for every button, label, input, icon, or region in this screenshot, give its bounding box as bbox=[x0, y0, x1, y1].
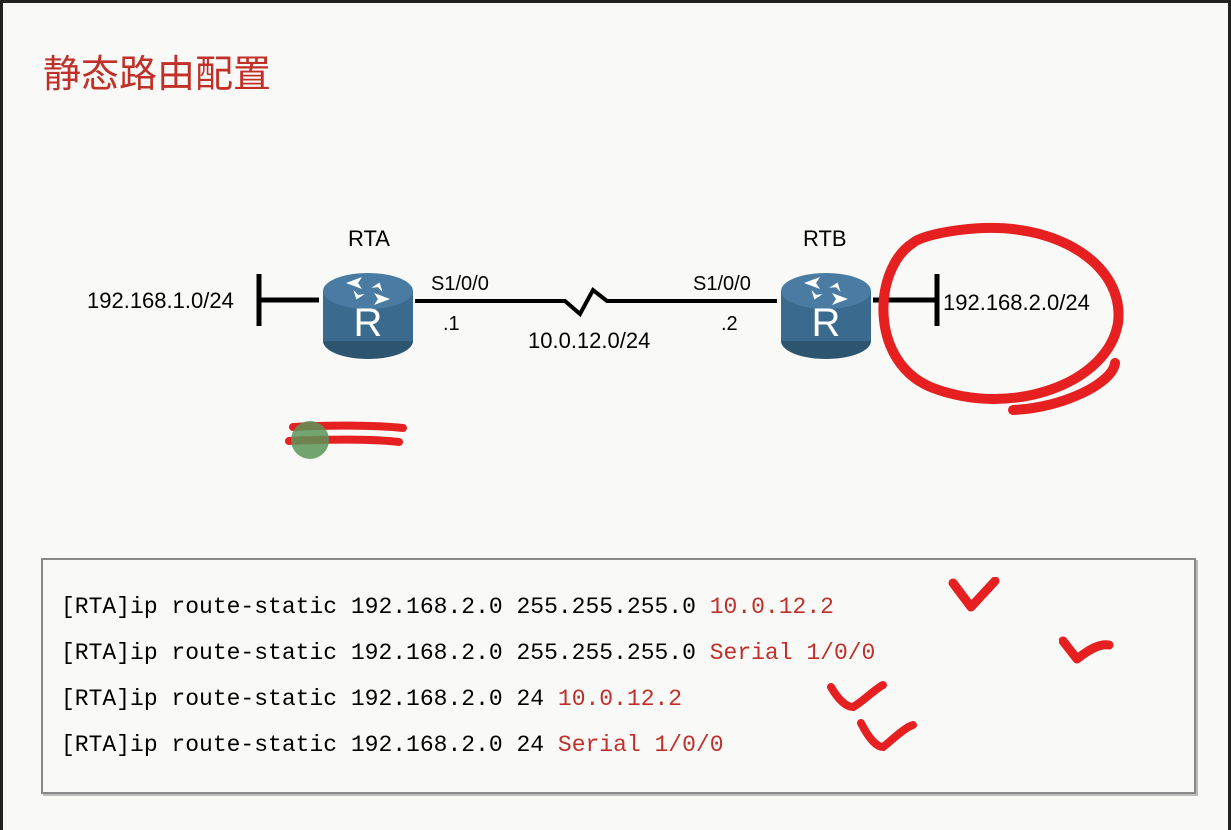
middle-network-label: 10.0.12.0/24 bbox=[528, 328, 650, 354]
router-a-label: RTA bbox=[348, 226, 390, 252]
rtb-interface: S1/0/0 bbox=[693, 273, 751, 296]
code-highlight: 10.0.12.2 bbox=[710, 594, 834, 620]
left-network-label: 192.168.1.0/24 bbox=[87, 288, 234, 314]
code-text: [RTA]ip route-static 192.168.2.0 24 bbox=[61, 686, 558, 712]
code-text: [RTA]ip route-static 192.168.2.0 24 bbox=[61, 732, 558, 758]
svg-text:R: R bbox=[354, 301, 383, 345]
checkmark-icon bbox=[1059, 631, 1114, 673]
router-a-icon: R bbox=[313, 256, 423, 366]
green-cursor-dot-icon bbox=[291, 421, 329, 459]
red-circle-annotation-icon bbox=[863, 213, 1143, 433]
checkmark-icon bbox=[827, 679, 887, 717]
svg-text:R: R bbox=[812, 301, 841, 345]
router-b-label: RTB bbox=[803, 226, 847, 252]
config-code-box: [RTA]ip route-static 192.168.2.0 255.255… bbox=[41, 558, 1196, 794]
config-line: [RTA]ip route-static 192.168.2.0 255.255… bbox=[61, 584, 1176, 630]
network-diagram: 192.168.1.0/24 RTA R S1/0/0 .1 10.0.12.0… bbox=[3, 178, 1228, 458]
code-text: [RTA]ip route-static 192.168.2.0 255.255… bbox=[61, 640, 710, 666]
config-line: [RTA]ip route-static 192.168.2.0 255.255… bbox=[61, 630, 1176, 676]
config-line: [RTA]ip route-static 192.168.2.0 24 Seri… bbox=[61, 722, 1176, 768]
code-highlight: Serial 1/0/0 bbox=[558, 732, 724, 758]
checkmark-icon bbox=[857, 717, 917, 757]
checkmark-icon bbox=[947, 577, 1002, 619]
left-stub-icon bbox=[251, 270, 321, 330]
config-line: [RTA]ip route-static 192.168.2.0 24 10.0… bbox=[61, 676, 1176, 722]
page-title: 静态路由配置 bbox=[3, 3, 1228, 98]
code-highlight: 10.0.12.2 bbox=[558, 686, 682, 712]
code-highlight: Serial 1/0/0 bbox=[710, 640, 876, 666]
code-text: [RTA]ip route-static 192.168.2.0 255.255… bbox=[61, 594, 710, 620]
rtb-ip-suffix: .2 bbox=[721, 313, 738, 336]
